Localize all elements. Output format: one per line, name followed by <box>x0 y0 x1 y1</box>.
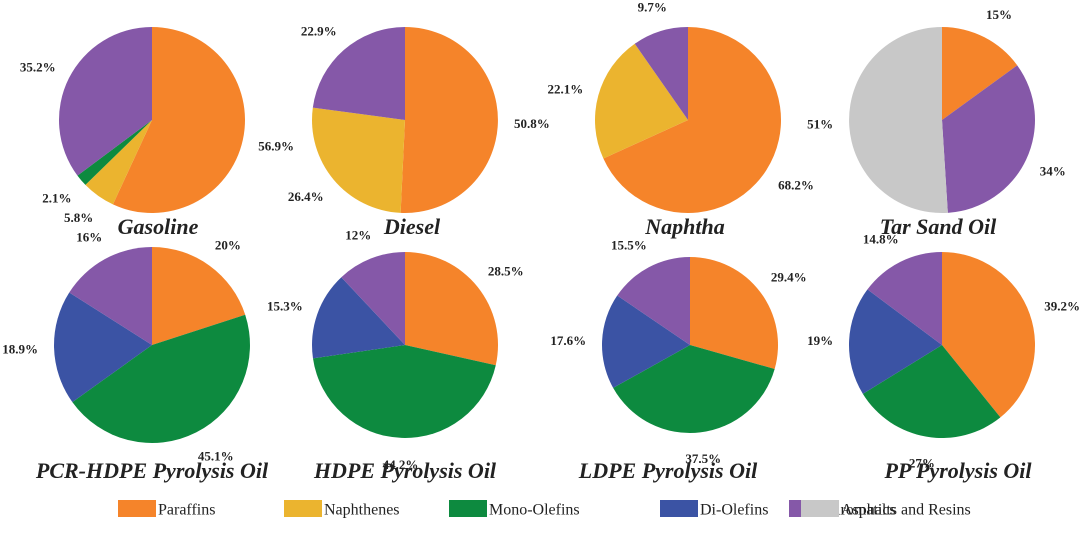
pie-slice-mono-olefins <box>72 314 250 443</box>
data-label: 12% <box>345 227 371 242</box>
legend-label: Mono-Olefins <box>489 502 580 519</box>
pie-4 <box>849 27 1036 213</box>
pie-slice-aromatics <box>341 252 405 345</box>
pie-slice-paraffins <box>603 27 781 213</box>
pie-slice-naphthenes <box>312 107 405 213</box>
pie-slice-mono-olefins <box>862 345 1001 439</box>
pie-slice-paraffins <box>942 27 1018 120</box>
data-label: 5.8% <box>64 210 93 225</box>
data-label: 35.2% <box>20 60 56 75</box>
pie-slice-asphalts-resins <box>849 27 948 213</box>
pie-title: PCR-HDPE Pyrolysis Oil <box>35 458 269 483</box>
data-label: 9.7% <box>638 0 667 15</box>
pie-slice-di-olefins <box>54 292 152 403</box>
pie-3 <box>594 27 781 213</box>
legend-label: Paraffins <box>158 502 215 519</box>
data-label: 15% <box>986 7 1012 22</box>
data-label: 68.2% <box>778 177 814 192</box>
data-label: 28.5% <box>488 264 524 279</box>
pie-slice-aromatics <box>312 27 405 120</box>
data-label: 39.2% <box>1044 298 1080 313</box>
pie-slice-aromatics <box>617 257 690 345</box>
data-label: 22.1% <box>547 82 583 97</box>
pie-title: Diesel <box>383 214 441 239</box>
data-label: 51% <box>807 117 833 132</box>
pie-slice-paraffins <box>112 27 245 213</box>
legend-label: Di-Olefins <box>700 502 768 519</box>
pie-slice-naphthenes <box>594 43 688 159</box>
data-label: 26.4% <box>288 189 324 204</box>
pie-slice-paraffins <box>405 252 499 366</box>
pie-5 <box>54 247 250 443</box>
pie-slice-aromatics <box>69 247 152 345</box>
legend-label: Asphalts and Resins <box>841 502 971 519</box>
data-label: 16% <box>76 229 102 244</box>
data-label: 37.5% <box>685 451 721 466</box>
legend: Paraffins Naphthenes Mono-Olefins Di-Olefin… <box>118 500 971 519</box>
pie-slice-aromatics <box>634 27 688 120</box>
pie-slice-paraffins <box>152 247 246 345</box>
legend-swatch-paraffins <box>118 500 156 517</box>
data-label: 18.9% <box>2 342 38 357</box>
data-label: 45.1% <box>198 449 234 464</box>
data-label: 2.1% <box>42 190 71 205</box>
pie-8 <box>848 252 1036 439</box>
pie-title: LDPE Pyrolysis Oil <box>578 458 758 483</box>
data-label: 20% <box>215 238 241 253</box>
data-label: 34% <box>1040 164 1066 179</box>
pie-slice-paraffins <box>942 252 1036 418</box>
pie-title: Tar Sand Oil <box>880 214 997 239</box>
legend-label: Aromatics <box>829 502 896 519</box>
data-label: 50.8% <box>514 116 550 131</box>
pie-7 <box>602 257 779 434</box>
data-label: 15.5% <box>611 237 647 252</box>
data-label: 27% <box>909 455 935 470</box>
data-label: 19% <box>807 333 833 348</box>
pie-slice-paraffins <box>400 27 498 213</box>
data-label: 56.9% <box>258 139 294 154</box>
data-label: 14.8% <box>863 232 899 247</box>
pie-title: Gasoline <box>118 214 199 239</box>
pie-title: HDPE Pyrolysis Oil <box>313 458 497 483</box>
pie-slice-mono-olefins <box>77 120 152 185</box>
pie-2 <box>312 27 498 213</box>
pie-slice-aromatics <box>942 65 1036 213</box>
legend-swatch-asphalts-resins <box>801 500 839 517</box>
legend-label: Naphthenes <box>324 502 400 519</box>
pie-1 <box>58 26 245 213</box>
pie-slice-naphthenes <box>85 120 152 205</box>
data-label: 15.3% <box>267 299 303 314</box>
pie-slice-mono-olefins <box>613 345 775 434</box>
data-label: 17.6% <box>550 333 586 348</box>
pie-slice-aromatics <box>867 252 942 345</box>
pie-title: PP Pyrolysis Oil <box>883 458 1032 483</box>
data-label: 44.2% <box>383 457 419 472</box>
pie-slice-mono-olefins <box>312 345 496 438</box>
legend-swatch-di-olefins <box>660 500 698 517</box>
pie-slice-paraffins <box>690 257 779 370</box>
legend-swatch-naphthenes <box>284 500 322 517</box>
pie-slice-di-olefins <box>848 289 942 394</box>
pie-slice-aromatics <box>58 26 152 176</box>
pie-slice-di-olefins <box>312 277 405 359</box>
legend-swatch-mono-olefins <box>449 500 487 517</box>
data-label: 29.4% <box>771 269 807 284</box>
pie-slice-di-olefins <box>602 295 690 388</box>
data-label: 22.9% <box>301 23 337 38</box>
pie-6 <box>312 252 499 438</box>
pie-title: Naphtha <box>644 214 724 239</box>
